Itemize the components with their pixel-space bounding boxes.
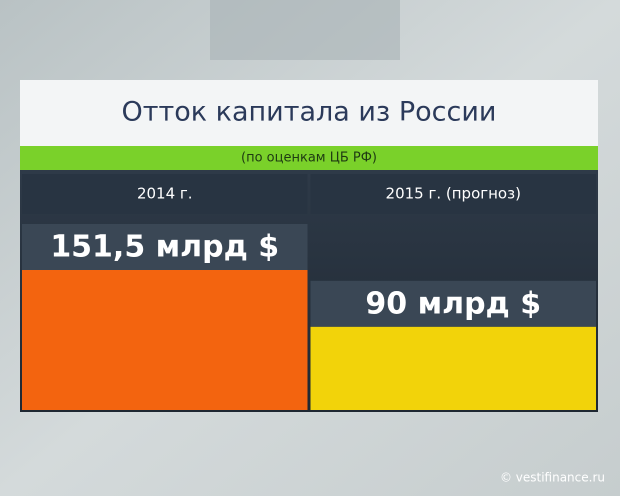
column-header (22, 174, 308, 214)
bar (22, 270, 308, 410)
value-label: 151,5 млрд $ (50, 230, 279, 265)
chart-subtitle: (по оценкам ЦБ РФ) (241, 151, 377, 166)
chart-title: Отток капитала из России (122, 97, 497, 128)
background-shape (210, 0, 400, 60)
title-bar (20, 80, 598, 146)
column-header (310, 174, 596, 214)
category-label: 2015 г. (прогноз) (386, 185, 521, 203)
category-label: 2014 г. (137, 185, 193, 203)
value-label-band (310, 280, 596, 327)
watermark: © vestifinance.ru (500, 471, 605, 485)
subtitle-bar (20, 146, 598, 170)
value-label-band (22, 224, 308, 270)
value-label: 90 млрд $ (365, 286, 541, 321)
bar (310, 326, 596, 410)
